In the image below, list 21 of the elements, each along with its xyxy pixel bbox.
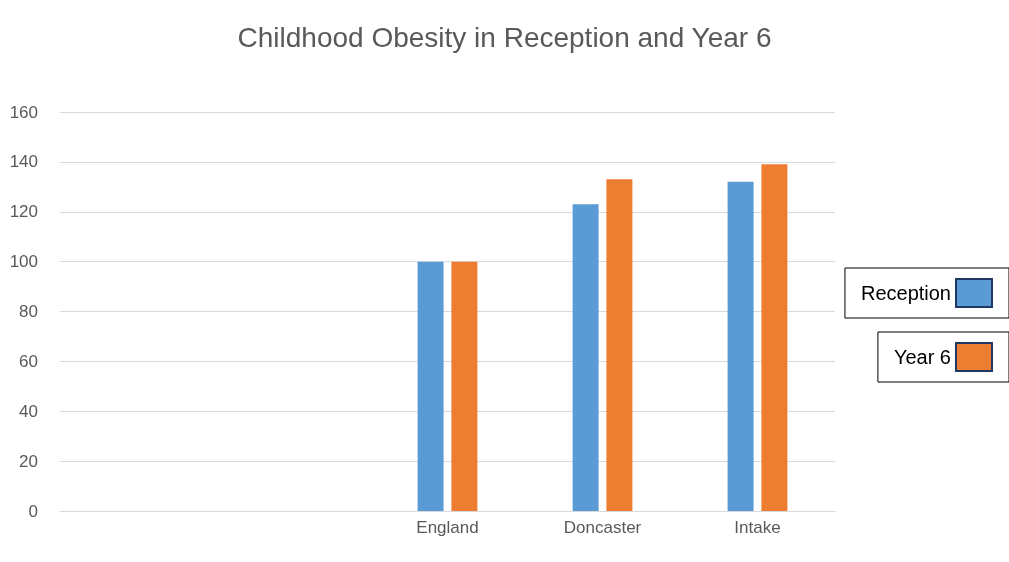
y-tick-label: 120: [9, 202, 38, 222]
y-tick-label: 40: [19, 401, 38, 421]
bar: [727, 181, 754, 511]
y-tick-label: 80: [19, 302, 38, 321]
y-tick-label: 100: [9, 252, 38, 272]
legend-label: Reception: [860, 282, 951, 304]
bar: [761, 164, 788, 511]
y-tick-label: 160: [9, 102, 38, 122]
bar: [417, 261, 444, 511]
chart-title: Childhood Obesity in Reception and Year 6: [237, 21, 772, 53]
y-tick-label: 0: [28, 501, 38, 521]
bar: [451, 261, 478, 511]
x-tick-label: Intake: [734, 518, 781, 537]
bar: [572, 204, 599, 511]
bar: [606, 179, 633, 511]
y-tick-label: 140: [9, 152, 38, 172]
y-tick-label: 20: [19, 451, 38, 471]
legend-label: Year 6: [893, 346, 951, 368]
y-tick-label: 60: [19, 351, 38, 371]
x-tick-label: England: [416, 518, 479, 537]
x-tick-label: Doncaster: [563, 518, 642, 537]
